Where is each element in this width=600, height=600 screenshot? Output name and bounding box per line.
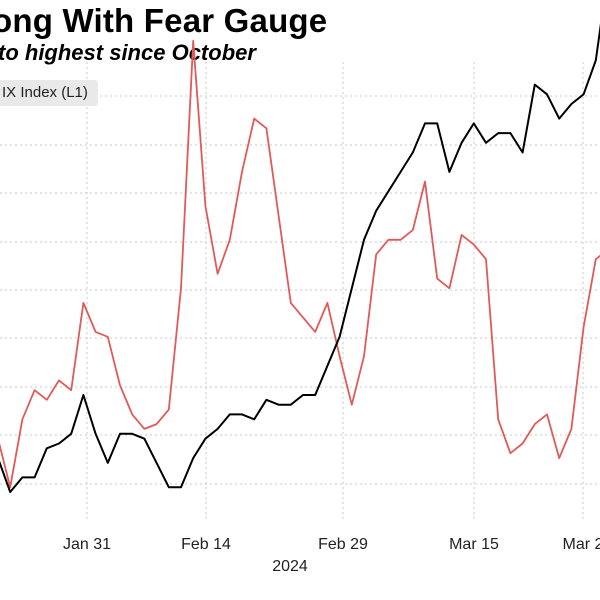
- x-axis-ticks: Jan 31 Feb 14 Feb 29 Mar 15 Mar 2 2024: [63, 536, 600, 575]
- series-line-vix: [0, 23, 600, 493]
- chart-subtitle: to highest since October: [0, 40, 256, 65]
- chart-title: ong With Fear Gauge: [0, 2, 328, 39]
- x-tick-label: Feb 29: [318, 536, 368, 553]
- legend-label: IX Index (L1): [2, 84, 88, 101]
- series-lines: [0, 23, 600, 493]
- x-axis-year-label: 2024: [272, 558, 308, 575]
- x-tick-label: Feb 14: [181, 536, 231, 553]
- x-tick-label: Jan 31: [63, 536, 111, 553]
- x-tick-label: Mar 15: [449, 536, 499, 553]
- legend: IX Index (L1): [0, 80, 98, 106]
- x-tick-label: Mar 2: [563, 536, 600, 553]
- series-line-secondary: [0, 40, 600, 489]
- grid-lines: [0, 62, 600, 522]
